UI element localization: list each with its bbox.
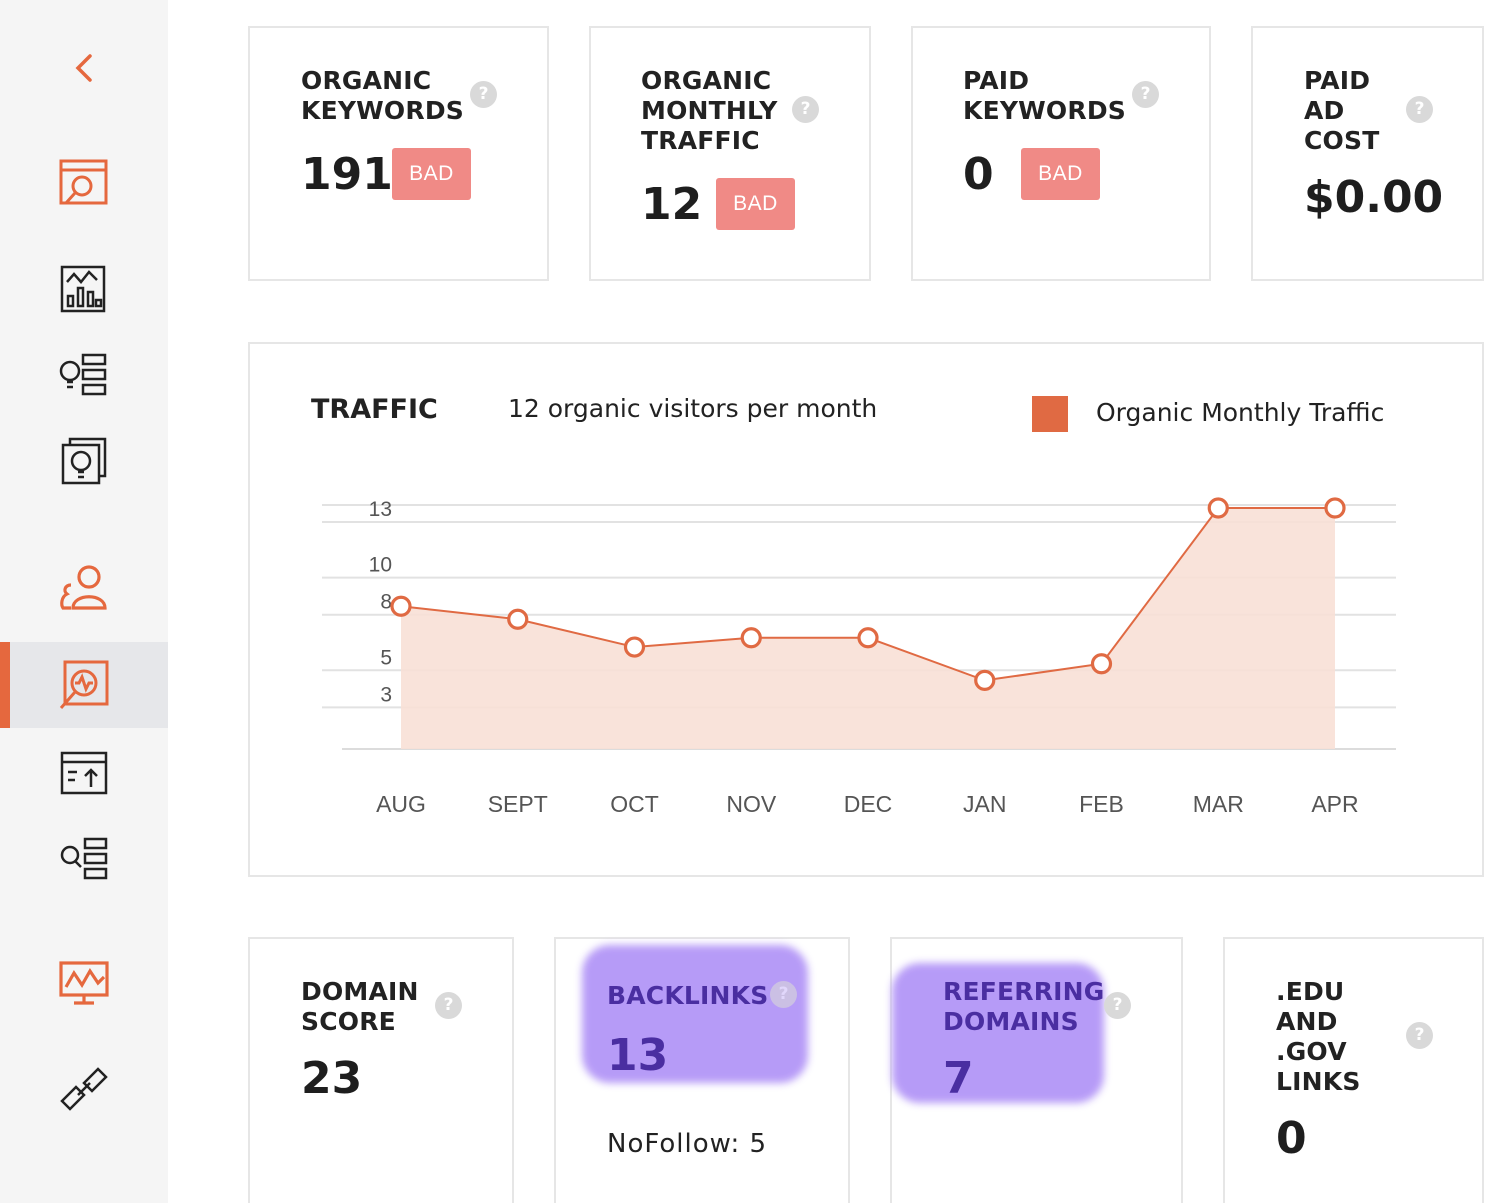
x-tick-label: JAN bbox=[963, 791, 1006, 817]
top-pages-icon bbox=[60, 751, 108, 795]
collapse-sidebar-button[interactable] bbox=[0, 40, 168, 96]
x-tick-label: OCT bbox=[610, 791, 659, 817]
paid-ad-cost-help-icon[interactable]: ? bbox=[1406, 96, 1433, 123]
backlinks-value: 13 bbox=[607, 1030, 669, 1081]
data-point bbox=[623, 636, 646, 658]
nofollow-count: NoFollow: 5 bbox=[607, 1129, 768, 1159]
backlinks-title: BACKLINKS bbox=[607, 981, 769, 1010]
x-tick-label: AUG bbox=[376, 791, 426, 817]
sidebar-item-traffic-overview[interactable] bbox=[0, 254, 168, 324]
sidebar-item-top-pages[interactable] bbox=[0, 740, 168, 806]
backlinks-icon bbox=[60, 1067, 108, 1111]
sidebar-item-site-audit[interactable] bbox=[0, 148, 168, 218]
data-point bbox=[974, 669, 996, 692]
x-tick-label: DEC bbox=[844, 791, 893, 817]
y-tick-label: 8 bbox=[380, 591, 392, 614]
sidebar-item-keyword-list[interactable] bbox=[0, 826, 168, 892]
data-point bbox=[1090, 653, 1113, 675]
sidebar-item-backlinks[interactable] bbox=[0, 1054, 168, 1124]
traffic-subtitle: 12 organic visitors per month bbox=[508, 394, 878, 423]
x-tick-label: APR bbox=[1311, 791, 1358, 817]
organic-keywords-value: 191 bbox=[301, 149, 393, 200]
organic-monthly-traffic-status-badge: BAD bbox=[716, 178, 795, 230]
backlinks-card: BACKLINKS ? 13 NoFollow: 5 bbox=[554, 937, 850, 1203]
traffic-overview-icon bbox=[60, 265, 106, 313]
paid-keywords-card: PAID KEYWORDS ? 0 BAD bbox=[911, 26, 1211, 281]
competitors-icon bbox=[60, 565, 107, 610]
data-point bbox=[1324, 497, 1346, 519]
domain-score-title: DOMAIN SCORE bbox=[301, 977, 419, 1036]
organic-monthly-traffic-help-icon[interactable]: ? bbox=[792, 96, 819, 123]
edu-gov-links-card: .EDU AND .GOV LINKS ? 0 bbox=[1223, 937, 1484, 1203]
domain-score-value: 23 bbox=[301, 1053, 363, 1104]
referring-domains-title: REFERRING DOMAINS bbox=[943, 977, 1105, 1036]
domain-score-help-icon[interactable]: ? bbox=[435, 992, 462, 1019]
data-point bbox=[390, 595, 412, 617]
paid-keywords-title: PAID KEYWORDS bbox=[963, 66, 1126, 125]
traffic-title: TRAFFIC bbox=[311, 394, 438, 425]
sidebar bbox=[0, 0, 168, 1203]
content-ideas-icon bbox=[61, 437, 107, 485]
sidebar-item-content-ideas[interactable] bbox=[0, 428, 168, 494]
edu-gov-links-value: 0 bbox=[1276, 1113, 1307, 1164]
y-tick-label: 13 bbox=[369, 498, 392, 521]
y-tick-label: 10 bbox=[369, 554, 392, 577]
sidebar-item-competitors[interactable] bbox=[0, 552, 168, 622]
keyword-ideas-icon bbox=[59, 353, 107, 396]
highlight-mark bbox=[582, 945, 808, 1083]
data-point bbox=[1207, 497, 1229, 519]
referring-domains-help-icon[interactable]: ? bbox=[1104, 992, 1131, 1019]
domain-score-card: DOMAIN SCORE ? 23 bbox=[248, 937, 514, 1203]
data-point bbox=[740, 627, 762, 649]
highlight-mark bbox=[892, 963, 1104, 1103]
paid-keywords-value: 0 bbox=[963, 149, 994, 200]
x-tick-label: FEB bbox=[1079, 791, 1124, 817]
paid-ad-cost-value: $0.00 bbox=[1304, 172, 1444, 223]
paid-keywords-status-badge: BAD bbox=[1021, 148, 1100, 200]
sidebar-item-keyword-ideas[interactable] bbox=[0, 342, 168, 408]
paid-keywords-help-icon[interactable]: ? bbox=[1132, 81, 1159, 108]
organic-keywords-title: ORGANIC KEYWORDS bbox=[301, 66, 464, 125]
organic-monthly-traffic-value: 12 bbox=[641, 179, 703, 230]
legend-label[interactable]: Organic Monthly Traffic bbox=[1096, 398, 1385, 427]
chevron-left-icon bbox=[75, 54, 92, 82]
y-tick-label: 3 bbox=[380, 683, 392, 706]
referring-domains-card: REFERRING DOMAINS ? 7 bbox=[890, 937, 1183, 1203]
sidebar-item-traffic-analyzer[interactable] bbox=[0, 642, 168, 728]
organic-keywords-help-icon[interactable]: ? bbox=[470, 81, 497, 108]
sidebar-item-rank-tracking[interactable] bbox=[0, 950, 168, 1020]
data-point bbox=[857, 627, 879, 649]
referring-domains-value: 7 bbox=[943, 1053, 974, 1104]
paid-ad-cost-card: PAID AD COST ? $0.00 bbox=[1251, 26, 1484, 281]
x-tick-label: SEPT bbox=[488, 791, 548, 817]
y-tick-label: 5 bbox=[380, 646, 392, 669]
organic-monthly-traffic-title: ORGANIC MONTHLY TRAFFIC bbox=[641, 66, 778, 155]
edu-gov-links-help-icon[interactable]: ? bbox=[1406, 1022, 1433, 1049]
data-point bbox=[507, 608, 529, 630]
rank-tracking-icon bbox=[59, 961, 109, 1005]
organic-monthly-traffic-card: ORGANIC MONTHLY TRAFFIC ? 12 BAD bbox=[589, 26, 871, 281]
traffic-chart: 3 5 8 10 13 AUG SEPT OCT NOV DEC JAN FEB MAR APR bbox=[322, 497, 1396, 817]
traffic-chart-card: TRAFFIC 12 organic visitors per month Or… bbox=[248, 342, 1484, 877]
x-tick-label: MAR bbox=[1193, 791, 1244, 817]
legend-swatch bbox=[1032, 396, 1068, 432]
series-area bbox=[401, 508, 1335, 749]
organic-keywords-status-badge: BAD bbox=[392, 148, 471, 200]
backlinks-help-icon[interactable]: ? bbox=[770, 981, 797, 1008]
x-tick-label: NOV bbox=[726, 791, 777, 817]
site-audit-icon bbox=[59, 159, 108, 205]
edu-gov-links-title: .EDU AND .GOV LINKS bbox=[1276, 977, 1361, 1096]
keyword-list-icon bbox=[60, 837, 108, 880]
traffic-analyzer-icon bbox=[59, 660, 109, 709]
paid-ad-cost-title: PAID AD COST bbox=[1304, 66, 1380, 155]
organic-keywords-card: ORGANIC KEYWORDS ? 191 BAD bbox=[248, 26, 549, 281]
